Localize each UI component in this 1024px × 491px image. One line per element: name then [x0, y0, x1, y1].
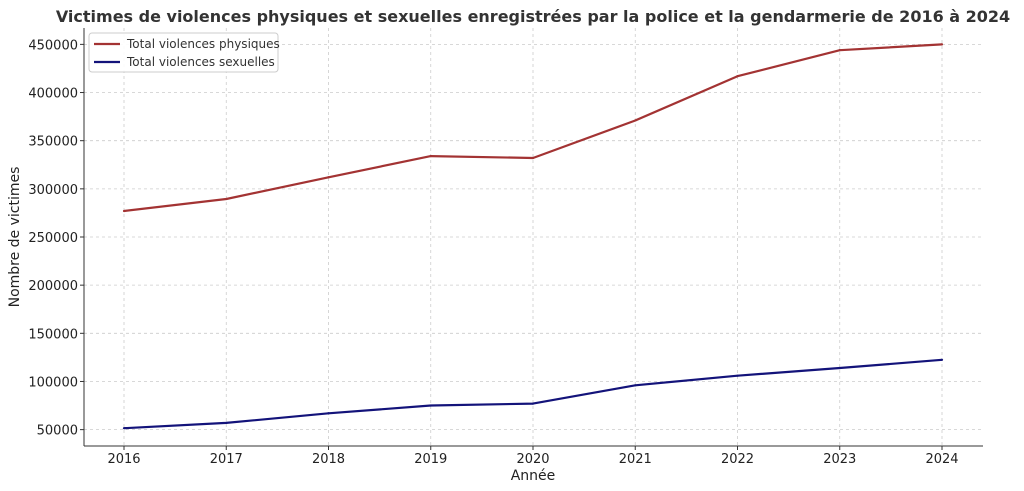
data-point: [225, 197, 228, 201]
x-tick-label: 2016: [107, 452, 140, 467]
data-point: [634, 119, 637, 122]
x-tick-label: 2023: [823, 452, 856, 467]
x-axis-label: Année: [511, 468, 556, 484]
y-tick-label: 200000: [28, 279, 78, 294]
x-tick-label: 2018: [312, 452, 345, 467]
x-tick-label: 2020: [516, 452, 549, 467]
legend: Total violences physiques Total violences…: [88, 32, 280, 73]
x-tick-label: 2019: [414, 452, 447, 467]
y-tick-label: 50000: [37, 424, 78, 439]
data-point: [327, 176, 330, 179]
data-point: [429, 404, 432, 407]
grid: [84, 28, 983, 446]
x-tick-label: 2017: [210, 452, 243, 467]
data-point: [531, 156, 535, 160]
data-point: [736, 75, 739, 78]
data-point: [940, 358, 944, 361]
data-point: [940, 43, 944, 46]
y-axis-label: Nombre de victimes: [7, 167, 23, 308]
legend-box: [88, 32, 279, 73]
y-tick-label: 150000: [28, 327, 78, 342]
data-point: [122, 427, 126, 430]
chart-title: Victimes de violences physiques et sexue…: [56, 7, 1010, 26]
y-tick-label: 400000: [28, 87, 78, 102]
y-ticks: 50000 100000 150000 200000 250000 300000 35000…: [28, 38, 84, 439]
data-point: [634, 384, 637, 387]
data-point: [531, 402, 535, 405]
data-point: [838, 49, 841, 52]
series: [122, 43, 944, 430]
legend-label: Total violences physiques: [126, 37, 280, 51]
y-tick-label: 450000: [28, 38, 78, 53]
data-point: [225, 421, 228, 424]
y-tick-label: 100000: [28, 375, 78, 390]
x-tick-label: 2022: [721, 452, 754, 467]
data-point: [327, 412, 330, 415]
y-tick-label: 250000: [28, 231, 78, 246]
data-point: [429, 154, 432, 158]
x-tick-label: 2021: [619, 452, 652, 467]
x-ticks: 2016 2017 2018 2019 2020 2021 2022 2023 2024: [107, 446, 959, 467]
data-point: [736, 374, 739, 377]
y-tick-label: 300000: [28, 183, 78, 198]
legend-label: Total violences sexuelles: [126, 55, 275, 69]
data-point: [122, 209, 126, 213]
y-tick-label: 350000: [28, 135, 78, 150]
data-point: [838, 366, 841, 370]
x-tick-label: 2024: [925, 452, 958, 467]
